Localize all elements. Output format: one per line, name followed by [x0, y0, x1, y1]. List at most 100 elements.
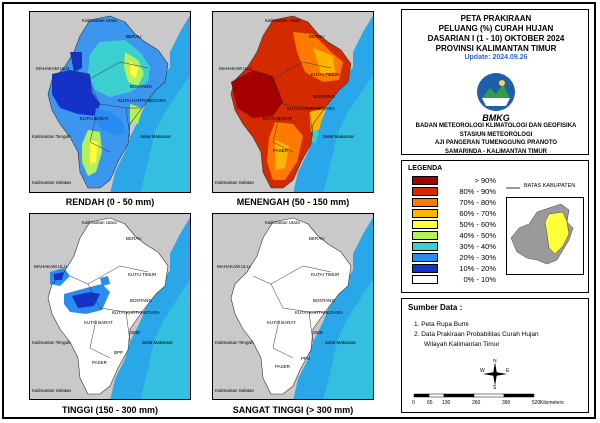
compass-w: W: [480, 368, 485, 374]
compass-icon: N S E W: [480, 358, 510, 391]
legend-label: 70% - 80%: [459, 198, 496, 207]
legend-swatch: [412, 209, 438, 218]
label-samarinda: SMD: [313, 330, 324, 335]
label-kalteng: Kalimantan Tengah: [215, 340, 254, 345]
panel-title-menengah: MENENGAH (50 - 150 mm): [236, 197, 350, 207]
boundary-label: BATAS KABUPATEN: [524, 183, 576, 189]
compass-s: S: [493, 385, 497, 389]
label-bontang: BONTANG: [130, 84, 152, 89]
legend-label: 80% - 90%: [459, 187, 496, 196]
legend-swatch: [412, 220, 438, 229]
agency-line-4: SAMARINDA - KALIMANTAN TIMUR: [445, 148, 547, 155]
legend-label: 10% - 20%: [459, 264, 496, 273]
scale-tick: 0: [412, 400, 415, 406]
bmkg-logo: [476, 72, 516, 112]
map-panel-sangat-tinggi: Kalimantan Utara BERAU MAHAKAM ULU KUTAI…: [212, 213, 374, 400]
label-selat: Selat Makassar: [142, 340, 174, 345]
label-paser: PASER: [273, 148, 289, 153]
label-mahakam: MAHAKAM ULU: [219, 66, 252, 71]
label-berau: BERAU: [309, 34, 325, 39]
label-kubar: KUTAI BARAT: [267, 320, 296, 325]
source-item-1: 1. Peta Rupa Bumi: [414, 321, 469, 328]
legend-swatch: [412, 176, 438, 185]
label-kalsel: Kalimantan Selatan: [215, 388, 255, 393]
title-line-2: PELUANG (%) CURAH HUJAN: [438, 24, 554, 33]
label-bontang: BONTANG: [313, 298, 335, 303]
label-samarinda: SMD: [130, 330, 141, 335]
compass-e: E: [506, 368, 510, 374]
label-paser: PASER: [275, 364, 291, 369]
scale-segment: [443, 393, 475, 398]
inset-map: [506, 197, 584, 275]
label-kalsel: Kalimantan Selatan: [215, 180, 255, 185]
legend-swatch: [412, 187, 438, 196]
label-kukar: KUTAI KARTANEGARA: [287, 106, 335, 111]
legend-swatch: [412, 242, 438, 251]
label-berau: BERAU: [126, 34, 142, 39]
legend-label: > 90%: [474, 176, 496, 185]
label-kaltara: Kalimantan Utara: [82, 18, 117, 23]
legend-label: 40% - 50%: [459, 231, 496, 240]
label-kalsel: Kalimantan Selatan: [32, 180, 72, 185]
legend-swatch: [412, 253, 438, 262]
label-selat: Selat Makassar: [140, 134, 172, 139]
label-kalteng: Kalimantan Tengah: [32, 340, 71, 345]
label-berau: BERAU: [309, 236, 325, 241]
scale-segment: [413, 393, 430, 398]
label-kukar: KUTAI KARTANEGARA: [295, 310, 343, 315]
label-mahakam: MAHAKAM ULU: [34, 264, 67, 269]
panel-title-tinggi: TINGGI (150 - 300 mm): [61, 405, 159, 415]
map-panel-rendah: Kalimantan Utara BERAU MAHAKAM ULU BONTA…: [29, 11, 191, 193]
label-kukar: KUTAI KARTANEGARA: [112, 310, 160, 315]
scale-tick: 260: [472, 400, 481, 406]
label-paser: PASER: [92, 360, 108, 365]
source-item-2: 2. Data Prakiraan Probabilitas Curah Huj…: [414, 331, 539, 338]
agency-line-3: AJI PANGERAN TUMENGGUNG PRANOTO: [434, 140, 558, 146]
label-kalteng: Kalimantan Tengah: [32, 134, 71, 139]
label-kutim: KUTAI TIMUR: [311, 272, 340, 277]
title-box: PETA PRAKIRAAN PELUANG (%) CURAH HUJAN D…: [401, 9, 589, 155]
legend-swatch: [412, 264, 438, 273]
label-kutim: KUTAI TIMUR: [128, 272, 157, 277]
label-selat: Selat Makassar: [323, 134, 355, 139]
update-date: Update: 2024.09.26: [464, 54, 528, 61]
label-kaltara: Kalimantan Utara: [265, 18, 300, 23]
label-kutim: KUTAI TIMUR: [311, 72, 340, 77]
map-panel-tinggi: Kalimantan Utara BERAU MAHAKAM ULU KUTAI…: [29, 213, 191, 400]
scale-segment: [503, 393, 535, 398]
scale-tick: 520: [532, 400, 541, 406]
agency-line-1: BADAN METEOROLOGI KLIMATOLOGI DAN GEOFIS…: [415, 123, 577, 129]
label-kukar: KUTAI KARTANEGARA: [118, 98, 166, 103]
label-berau: BERAU: [126, 236, 142, 241]
panel-title-sangat-tinggi: SANGAT TINGGI (> 300 mm): [232, 405, 354, 415]
logo-text: BMKG: [482, 113, 510, 123]
scale-tick: 390: [502, 400, 511, 406]
map-panel-menengah: Kalimantan Utara BERAU MAHAKAM ULU KUTAI…: [212, 11, 374, 193]
legend-swatch: [412, 275, 438, 284]
compass-n: N: [493, 359, 497, 364]
label-kubar: KUTAI BARAT: [80, 116, 109, 121]
label-ppu: PPU: [301, 356, 310, 361]
label-kubar: KUTAI BARAT: [84, 320, 113, 325]
scale-tick: 130: [442, 400, 451, 406]
legend-title: LEGENDA: [408, 165, 443, 172]
label-kalsel: Kalimantan Selatan: [32, 388, 72, 393]
legend-label: 60% - 70%: [459, 209, 496, 218]
scale-segment: [473, 393, 505, 398]
agency-line-2: STASIUN METEOROLOGI: [459, 131, 533, 138]
label-kubar: KUTAI BARAT: [263, 116, 292, 121]
legend-box: LEGENDA > 90% 80% - 90% 70% - 80% 60% - 70%…: [401, 160, 589, 293]
label-kaltara: Kalimantan Utara: [82, 220, 117, 225]
label-bontang: BONTANG: [130, 298, 152, 303]
label-selat: Selat Makassar: [325, 340, 357, 345]
legend-label: 30% - 40%: [459, 242, 496, 251]
title-line-4: PROVINSI KALIMANTAN TIMUR: [435, 44, 557, 53]
scale-tick: 65: [427, 400, 433, 406]
label-kaltara: Kalimantan Utara: [265, 220, 300, 225]
sources-title: Sumber Data :: [408, 303, 463, 312]
panel-title-rendah: RENDAH (0 - 50 mm): [65, 197, 155, 207]
map-frame: [2, 2, 596, 419]
legend-swatch: [412, 198, 438, 207]
legend-swatch: [412, 231, 438, 240]
source-item-3: Wilayah Kalimantan Timur: [424, 341, 500, 348]
